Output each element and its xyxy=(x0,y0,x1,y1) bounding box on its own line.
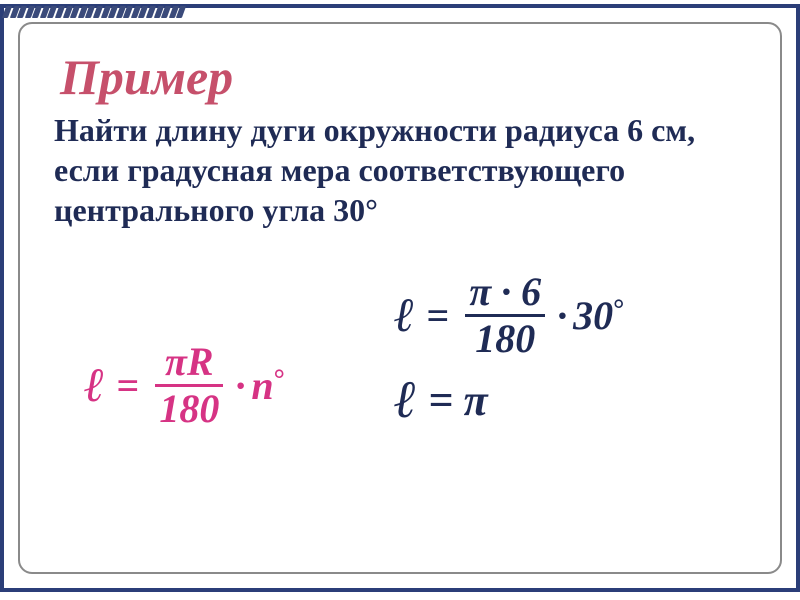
angle-value: 30 xyxy=(573,292,613,339)
fraction: π · 6 180 xyxy=(465,270,545,361)
example-title: Пример xyxy=(60,52,746,102)
fraction-numerator: πR xyxy=(161,340,218,384)
formula-result: ℓ = π xyxy=(394,370,488,430)
fraction-denominator: 180 xyxy=(155,387,223,431)
fraction-denominator: 180 xyxy=(471,317,539,361)
fraction-numerator: π · 6 xyxy=(465,270,545,314)
ell-symbol: ℓ xyxy=(394,370,419,430)
equals-sign: = xyxy=(417,292,460,339)
ell-symbol: ℓ xyxy=(84,358,107,413)
formula-area: ℓ = πR 180 · n ° ℓ = xyxy=(54,260,746,510)
fraction: πR 180 xyxy=(155,340,223,431)
degree-symbol: ° xyxy=(274,364,285,396)
angle-variable: n xyxy=(251,362,273,409)
pi-result: π xyxy=(464,375,488,426)
degree-symbol: ° xyxy=(613,294,624,326)
notebook-spine xyxy=(4,6,184,18)
formula-general: ℓ = πR 180 · n ° xyxy=(84,340,285,431)
outer-frame: Пример Найти длину дуги окружности радиу… xyxy=(0,4,800,592)
equals-sign: = xyxy=(107,362,150,409)
ell-symbol: ℓ xyxy=(394,288,417,343)
multiply-dot: · xyxy=(551,292,573,339)
slide: Пример Найти длину дуги окружности радиу… xyxy=(0,0,800,600)
radius-symbol: R xyxy=(187,339,214,384)
equals-sign: = xyxy=(419,375,464,426)
problem-statement: Найти длину дуги окружности радиуса 6 см… xyxy=(54,110,746,230)
inner-card: Пример Найти длину дуги окружности радиу… xyxy=(18,22,782,574)
pi-symbol: π xyxy=(165,339,187,384)
multiply-dot: · xyxy=(229,362,251,409)
formula-substituted: ℓ = π · 6 180 · 30 ° xyxy=(394,270,624,361)
